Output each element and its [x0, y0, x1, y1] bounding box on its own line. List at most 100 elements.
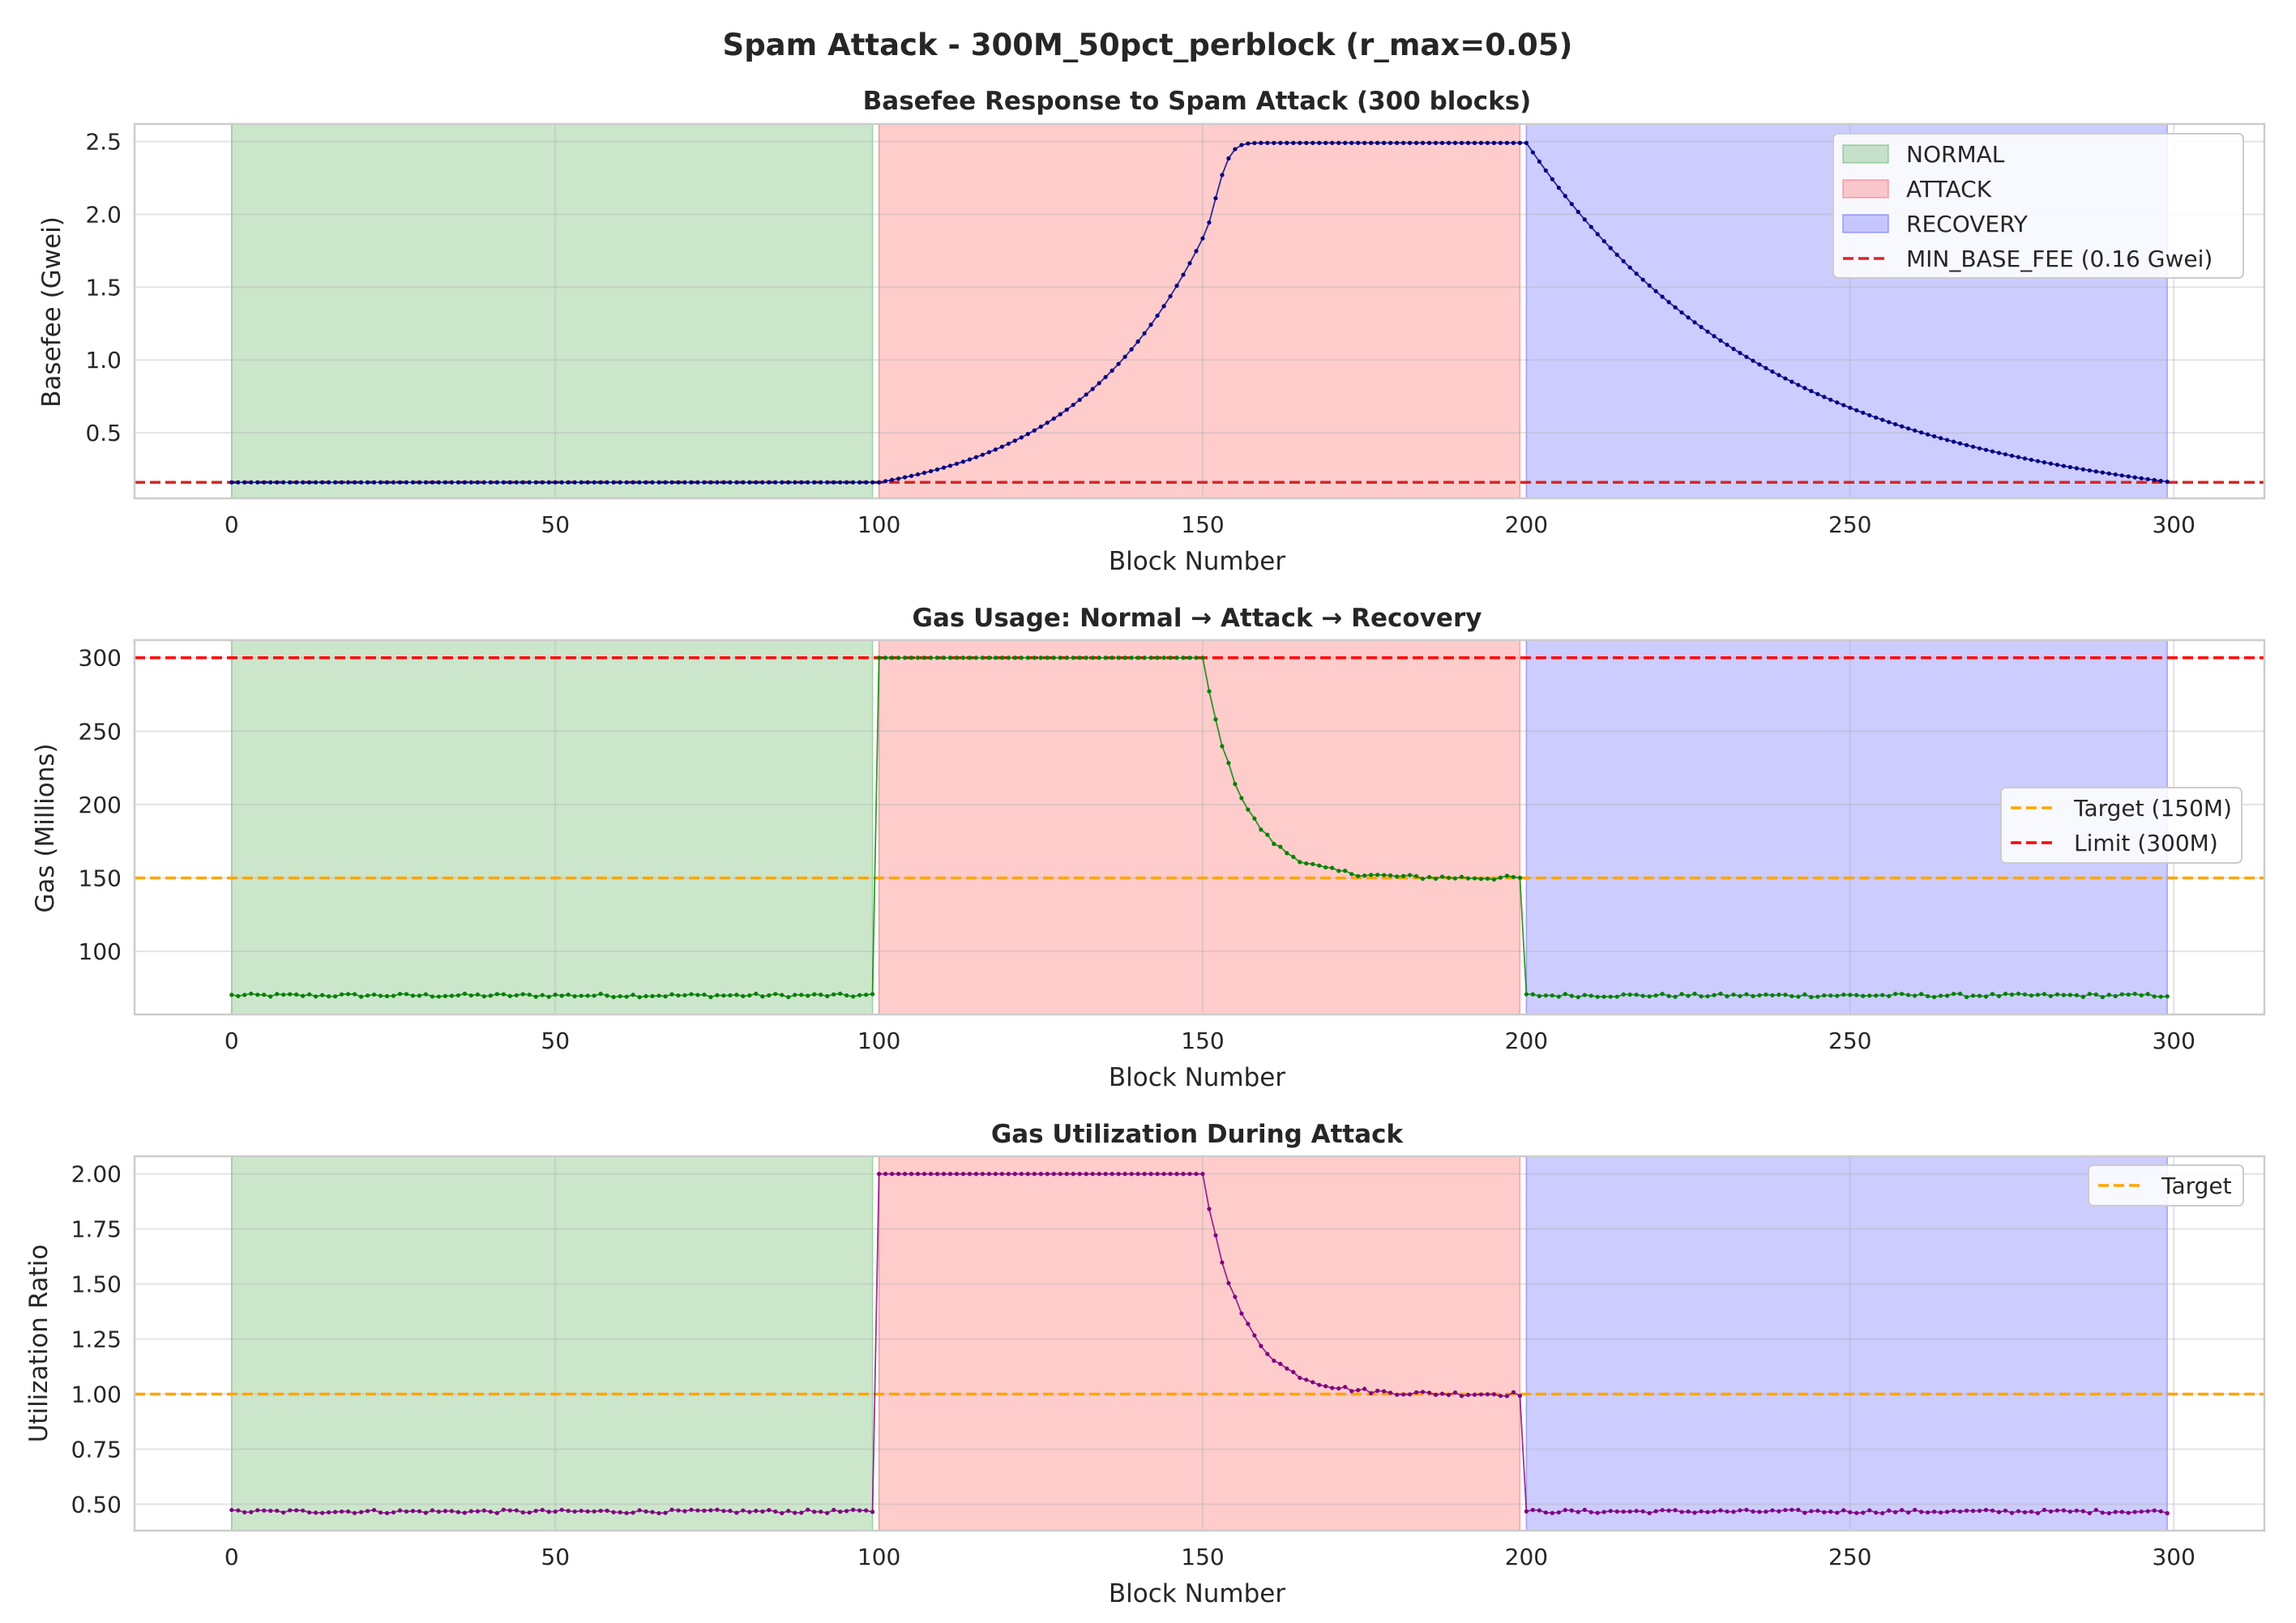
utilization-data-point	[1465, 1392, 1471, 1398]
gas-usage-data-point	[507, 993, 512, 998]
basefee-data-point	[1725, 342, 1729, 348]
gas-usage-data-point	[1906, 993, 1911, 997]
utilization-data-point	[1439, 1391, 1445, 1396]
basefee-data-point	[1964, 442, 1969, 447]
basefee-data-point	[1433, 140, 1439, 145]
gas-usage-data-point	[1077, 656, 1082, 660]
utilization-data-point	[2113, 1510, 2118, 1514]
basefee-data-point	[1517, 140, 1522, 145]
basefee-data-point	[611, 480, 616, 485]
utilization-data-point	[838, 1510, 843, 1514]
utilization-data-point	[430, 1508, 435, 1513]
gas-usage-data-point	[384, 993, 390, 999]
utilization-data-point	[2139, 1509, 2144, 1514]
basefee-data-point	[423, 480, 429, 485]
gas-usage-data-point	[391, 993, 396, 998]
basefee-data-point	[1621, 258, 1626, 263]
utilization-data-point	[1517, 1394, 1522, 1399]
utilization-data-point	[1595, 1510, 1600, 1515]
utilization-data-point	[960, 1172, 966, 1177]
gas-usage-data-point	[637, 995, 642, 1000]
gas-usage-data-point	[1957, 991, 1963, 996]
utilization-data-point	[754, 1509, 759, 1514]
utilization-data-point	[514, 1508, 519, 1513]
gas-usage-data-point	[921, 656, 927, 660]
gas-usage-data-point	[819, 993, 823, 997]
gas-usage-data-point	[715, 993, 720, 997]
utilization-data-point	[708, 1508, 713, 1513]
gas-usage-data-point	[1900, 991, 1905, 997]
gas-usage-data-point	[2029, 993, 2034, 998]
utilization-data-point	[767, 1507, 772, 1513]
basefee-data-point	[1148, 322, 1153, 327]
basefee-data-point	[1595, 232, 1600, 237]
utilization-data-point	[1278, 1361, 1283, 1366]
basefee-data-point	[592, 480, 596, 485]
utilization-data-point	[1413, 1390, 1419, 1394]
gas-usage-data-point	[1465, 876, 1471, 881]
basefee-data-point	[1090, 387, 1095, 391]
utilization-data-point	[2067, 1509, 2072, 1514]
gas-usage-data-point	[1718, 991, 1723, 996]
utilization-data-point	[2145, 1509, 2150, 1514]
utilization-legend: Target	[2088, 1164, 2244, 1207]
utilization-data-point	[1601, 1510, 1606, 1514]
utilization-data-point	[844, 1509, 849, 1514]
utilization-data-point	[1835, 1510, 1840, 1515]
gas-usage-x-tick-label: 100	[857, 1027, 900, 1054]
gas-usage-data-point	[2132, 991, 2137, 997]
utilization-data-point	[572, 1509, 577, 1514]
utilization-x-tick-label: 250	[1828, 1544, 1871, 1570]
gas-usage-data-point	[1239, 796, 1244, 801]
gas-usage-data-point	[2016, 991, 2021, 996]
basefee-data-point	[921, 470, 927, 476]
gas-usage-phase-attack	[878, 639, 1521, 1015]
gas-usage-data-point	[2087, 992, 2092, 997]
utilization-panel-title: Gas Utilization During Attack	[991, 1120, 1405, 1149]
utilization-data-point	[1452, 1390, 1458, 1395]
basefee-data-point	[1491, 140, 1497, 145]
gas-usage-data-point	[1543, 993, 1548, 998]
utilization-x-tick-label: 200	[1505, 1544, 1548, 1570]
gas-usage-data-point	[1686, 993, 1691, 998]
basefee-data-point	[993, 447, 998, 452]
utilization-data-point	[249, 1510, 254, 1514]
gas-usage-data-point	[1867, 993, 1872, 998]
utilization-data-point	[281, 1510, 286, 1515]
gas-usage-data-point	[520, 992, 525, 997]
basefee-data-point	[663, 480, 668, 485]
gas-usage-data-point	[1932, 994, 1937, 1000]
basefee-phase-attack	[878, 123, 1521, 499]
basefee-data-point	[404, 480, 409, 485]
gas-usage-data-point	[475, 992, 480, 997]
utilization-data-point	[1181, 1172, 1186, 1177]
basefee-data-point	[819, 480, 823, 485]
gas-usage-data-point	[1278, 844, 1283, 849]
gas-usage-data-point	[1265, 832, 1270, 837]
gas-usage-data-point	[1712, 993, 1717, 997]
utilization-data-point	[1861, 1510, 1866, 1515]
utilization-data-point	[864, 1508, 869, 1513]
gas-usage-data-point	[358, 994, 364, 999]
gas-usage-data-point	[1382, 873, 1387, 878]
basefee-data-point	[2074, 466, 2079, 471]
basefee-data-point	[1452, 140, 1458, 145]
gas-usage-data-point	[1569, 993, 1574, 998]
utilization-data-point	[954, 1172, 960, 1177]
basefee-data-point	[832, 480, 836, 485]
gas-usage-data-point	[1433, 876, 1439, 881]
gas-usage-data-point	[1608, 994, 1613, 999]
basefee-data-point	[417, 480, 422, 485]
basefee-data-point	[449, 480, 455, 485]
utilization-data-point	[1498, 1394, 1503, 1399]
utilization-data-point	[1692, 1510, 1697, 1515]
basefee-data-point	[1408, 140, 1413, 145]
basefee-data-point	[229, 480, 234, 485]
basefee-data-point	[1970, 444, 1976, 449]
basefee-data-point	[1155, 313, 1160, 318]
utilization-data-point	[909, 1172, 914, 1177]
utilization-data-point	[1848, 1510, 1853, 1514]
basefee-data-point	[793, 480, 797, 485]
utilization-data-point	[1686, 1509, 1691, 1514]
